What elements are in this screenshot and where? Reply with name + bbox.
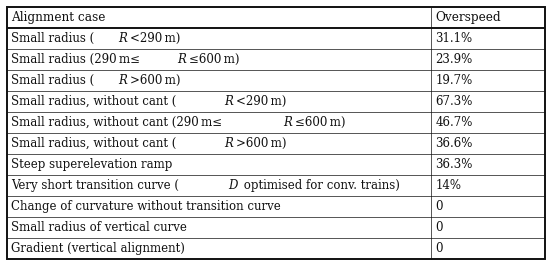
Text: Small radius (: Small radius (: [11, 74, 94, 87]
Text: Alignment case: Alignment case: [11, 11, 105, 24]
Text: 0: 0: [436, 221, 443, 234]
Text: R: R: [225, 95, 233, 108]
Text: D: D: [228, 179, 237, 192]
Text: Small radius, without cant (: Small radius, without cant (: [11, 95, 177, 108]
Text: 14%: 14%: [436, 179, 461, 192]
Text: Very short transition curve (: Very short transition curve (: [11, 179, 179, 192]
Text: 31.1%: 31.1%: [436, 32, 473, 45]
Text: Small radius (290 m≤: Small radius (290 m≤: [11, 53, 140, 66]
Text: R: R: [225, 137, 233, 150]
Text: Small radius of vertical curve: Small radius of vertical curve: [11, 221, 187, 234]
Text: R: R: [284, 116, 293, 129]
Text: Gradient (vertical alignment): Gradient (vertical alignment): [11, 242, 185, 255]
Text: <290 m): <290 m): [236, 95, 286, 108]
Text: 19.7%: 19.7%: [436, 74, 473, 87]
Text: Change of curvature without transition curve: Change of curvature without transition c…: [11, 200, 281, 213]
Text: 36.3%: 36.3%: [436, 158, 473, 171]
Text: R: R: [119, 74, 128, 87]
Text: Small radius, without cant (290 m≤: Small radius, without cant (290 m≤: [11, 116, 222, 129]
Text: R: R: [119, 32, 128, 45]
Text: R: R: [178, 53, 187, 66]
Text: Small radius (: Small radius (: [11, 32, 94, 45]
Text: 23.9%: 23.9%: [436, 53, 473, 66]
Text: 46.7%: 46.7%: [436, 116, 473, 129]
Text: >600 m): >600 m): [130, 74, 181, 87]
Text: Steep superelevation ramp: Steep superelevation ramp: [11, 158, 172, 171]
Text: 36.6%: 36.6%: [436, 137, 473, 150]
Text: 0: 0: [436, 242, 443, 255]
Text: <290 m): <290 m): [130, 32, 181, 45]
Text: >600 m): >600 m): [236, 137, 286, 150]
Text: 67.3%: 67.3%: [436, 95, 473, 108]
Text: ≤600 m): ≤600 m): [189, 53, 240, 66]
Text: Small radius, without cant (: Small radius, without cant (: [11, 137, 177, 150]
Text: Overspeed: Overspeed: [436, 11, 501, 24]
Text: optimised for conv. trains): optimised for conv. trains): [240, 179, 400, 192]
Text: ≤600 m): ≤600 m): [295, 116, 346, 129]
Text: 0: 0: [436, 200, 443, 213]
